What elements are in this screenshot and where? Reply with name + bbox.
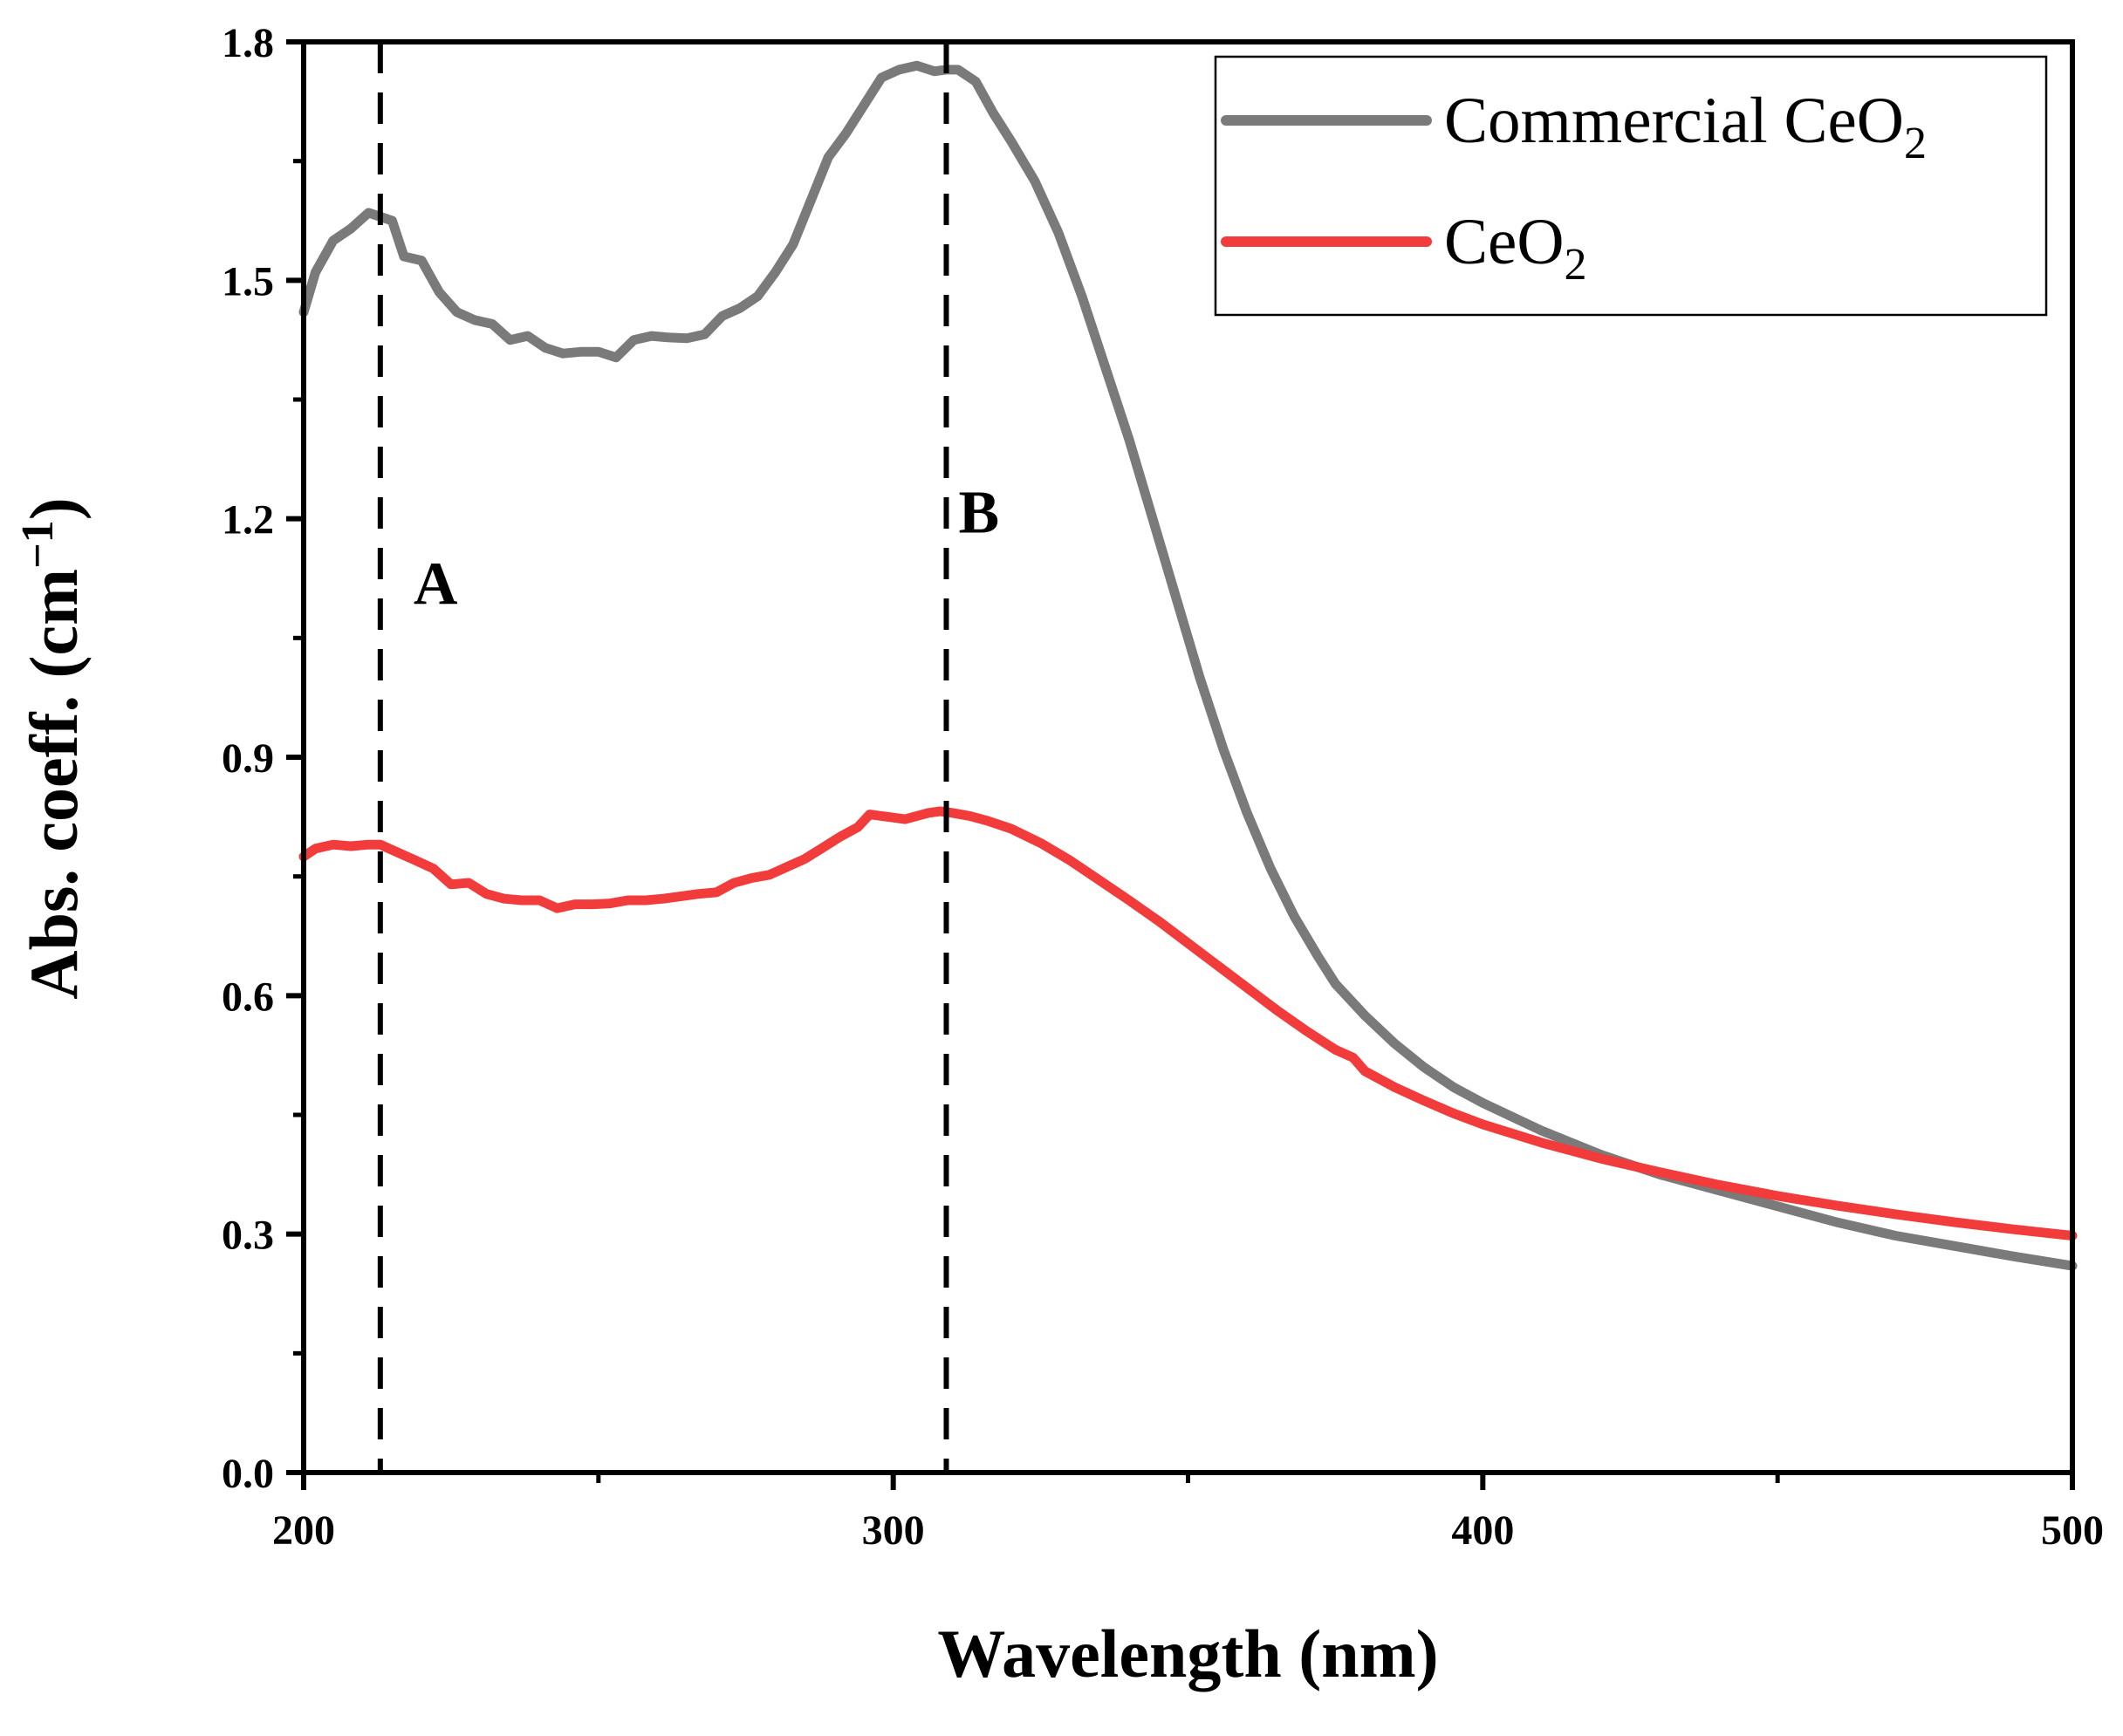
legend-label-commercial-ceo2-main: Commercial CeO <box>1444 85 1904 157</box>
legend-label-ceo2: CeO2 <box>1444 206 1586 290</box>
legend-label-ceo2-subscript: 2 <box>1564 240 1586 290</box>
y-axis-title-close: ) <box>16 497 92 520</box>
y-tick-label: 0.0 <box>222 1451 274 1497</box>
y-axis-title: Abs. coeff. (cm−1) <box>13 497 92 999</box>
plot-frame <box>301 39 2075 1475</box>
y-tick-label: 1.2 <box>222 497 274 543</box>
x-tick-label: 500 <box>2041 1507 2104 1554</box>
reference-label-a: A <box>414 551 458 619</box>
axis-ticks <box>286 39 2075 1490</box>
legend-label-commercial-ceo2-subscript: 2 <box>1904 119 1927 168</box>
y-axis-title-main: Abs. coeff. (cm <box>16 569 92 1000</box>
y-tick-label: 1.5 <box>222 258 274 304</box>
legend: Commercial CeO2 CeO2 <box>1214 55 2048 317</box>
series-line-commercial-ceo2 <box>298 60 2078 1271</box>
y-tick-label: 0.9 <box>222 735 274 782</box>
y-axis-title-superscript: −1 <box>13 520 63 569</box>
y-tick-label: 0.3 <box>222 1213 274 1259</box>
legend-label-ceo2-main: CeO <box>1444 206 1564 278</box>
reference-annotations: AB <box>414 480 999 619</box>
axis-tick-labels: 200 300 400 500 0.0 0.3 0.6 0.9 1.2 1.5 1.8 <box>222 20 2104 1554</box>
x-tick-label: 200 <box>272 1507 335 1554</box>
plot-area <box>298 42 2078 1473</box>
series-line-ceo2 <box>298 806 2078 1240</box>
y-tick-label: 0.6 <box>222 974 274 1020</box>
x-tick-label: 400 <box>1451 1507 1514 1554</box>
legend-label-commercial-ceo2: Commercial CeO2 <box>1444 85 1927 168</box>
legend-box <box>1214 55 2048 317</box>
y-tick-label: 1.8 <box>222 20 274 66</box>
x-tick-label: 300 <box>862 1507 925 1554</box>
reference-label-b: B <box>958 480 999 547</box>
x-axis-title: Wavelength (nm) <box>937 1616 1438 1692</box>
